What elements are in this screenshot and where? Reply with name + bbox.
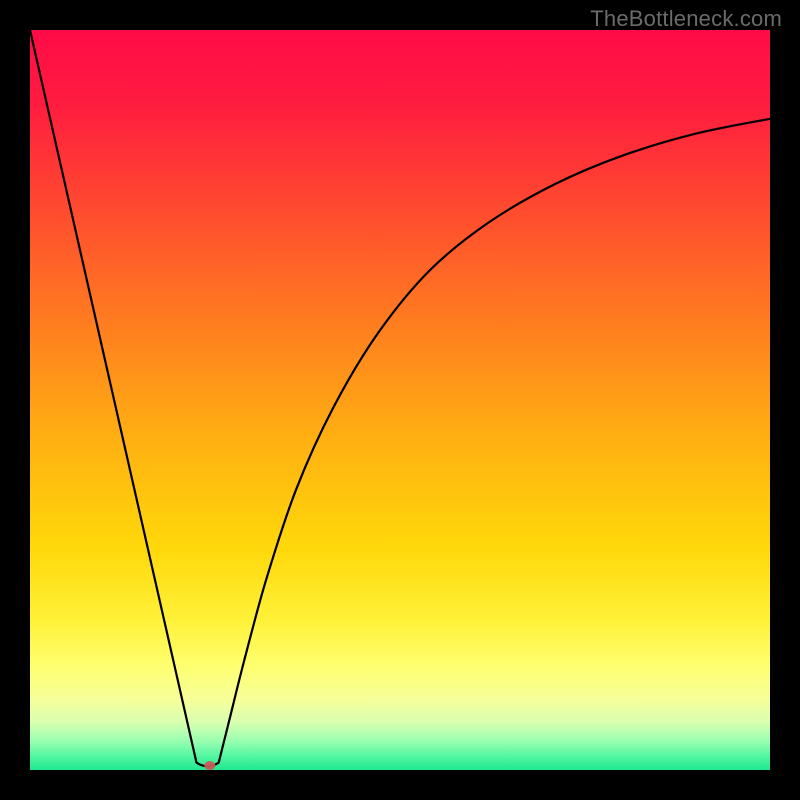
watermark-text: TheBottleneck.com xyxy=(590,6,782,32)
chart-container: TheBottleneck.com xyxy=(0,0,800,800)
bottleneck-curve xyxy=(30,30,770,766)
curve-overlay-svg xyxy=(0,0,800,800)
optimum-marker xyxy=(204,761,215,770)
